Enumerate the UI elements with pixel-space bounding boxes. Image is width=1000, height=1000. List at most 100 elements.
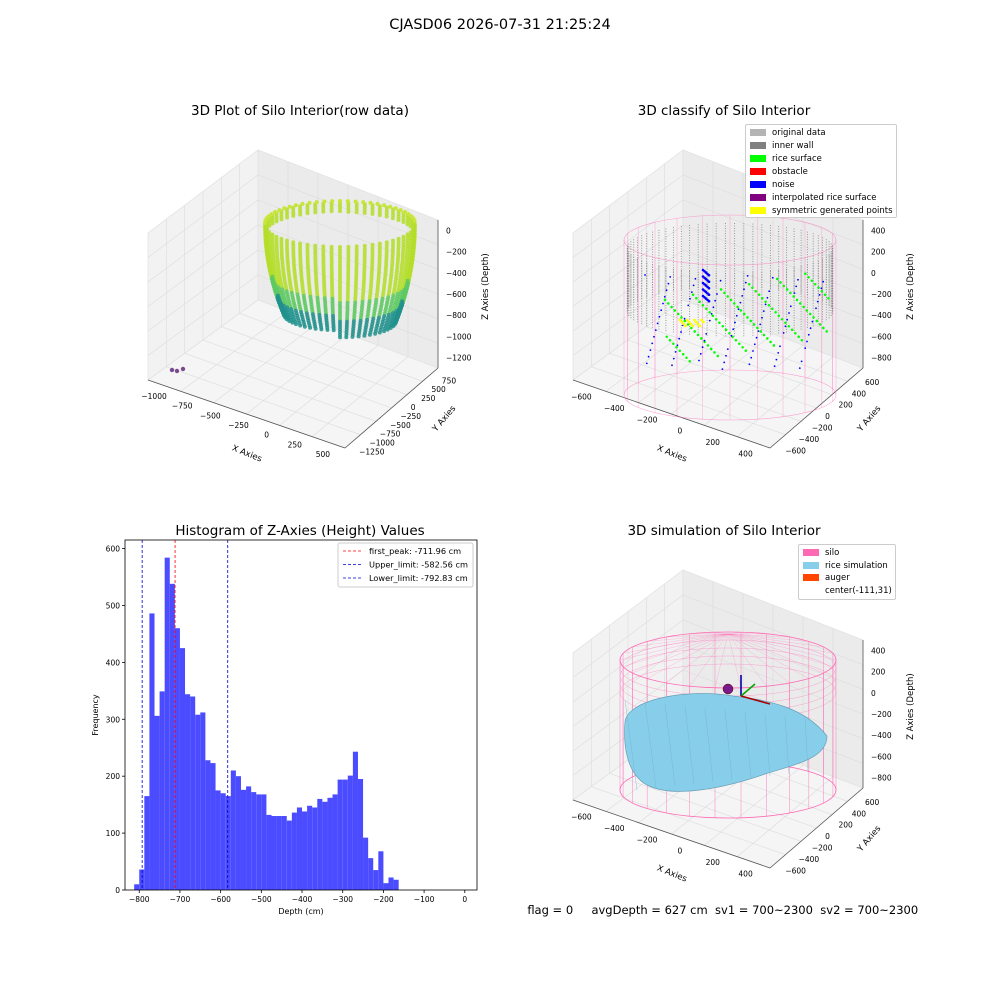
raw-point [377,250,382,255]
raw-point [401,217,406,222]
raw-point [412,229,417,234]
raw-point [384,205,389,210]
legend-swatch [750,207,766,214]
histogram-bar [210,763,216,890]
raw-point [400,299,405,304]
raw-point [370,260,375,265]
noise-point [692,284,695,287]
tick-label: −200 [871,710,892,719]
legend-item: rice surface [750,154,822,164]
legend-item: center(-111,31) [803,586,892,596]
legend-item: inner wall [750,141,813,151]
noise-point [759,323,762,326]
tick-label: −100 [414,895,435,904]
raw-point [298,212,303,217]
legend-item: original data [750,128,826,138]
raw-point [370,209,375,213]
noise-point [665,289,668,292]
raw-point [322,199,327,204]
rice-surface-point [762,333,766,337]
silo-roof-edge [727,633,833,667]
noise-point [789,305,792,308]
raw-point [282,310,287,314]
tick-label: −400 [446,269,467,278]
tick-label: 0 [871,689,876,698]
raw-point [405,249,409,254]
noise-point [701,346,704,349]
raw-point [346,279,351,283]
rice-surface-point [825,330,828,333]
raw-point [377,253,382,258]
silo-roof-edge [689,633,729,687]
raw-point [353,199,358,204]
noise-point [739,301,742,304]
rice-surface-point [741,346,744,349]
rice-surface-point [785,288,789,291]
raw-point [362,243,367,248]
raw-point [383,268,388,273]
tick-label: −500 [390,421,411,430]
raw-point [331,328,336,333]
rice-surface-point [812,316,815,319]
panel4-legend: silo rice simulation auger center(-111,31) [798,544,896,600]
raw-point [354,270,359,275]
legend-swatch [750,181,766,188]
rice-surface-point [706,344,710,347]
raw-point [411,243,416,248]
silo-roof-edge [714,632,729,635]
legend-label: rice surface [772,154,822,164]
histogram-bar [378,851,384,890]
noise-point [800,360,803,363]
tick-label: 0 [462,895,467,904]
histogram-bar [149,613,155,890]
raw-point [396,236,401,241]
tick-label: −200 [637,835,658,844]
tick-label: 100 [106,829,121,838]
rice-surface [624,693,828,792]
rice-surface-point [713,351,716,354]
legend-item: obstacle [750,167,808,177]
raw-point [390,247,395,252]
raw-point [384,208,389,213]
raw-point [282,206,287,211]
histogram-bar [205,760,211,890]
noise-point [669,276,672,278]
rice-surface-point [698,300,701,303]
raw-point [346,204,351,208]
noise-point [795,285,798,288]
histogram-bar [159,691,165,890]
histogram-bar [363,837,369,890]
histogram-bar [347,775,353,890]
x-axis-label: X Axies [655,864,688,885]
raw-point [362,333,367,338]
noise-point [690,291,693,293]
raw-point [401,237,406,242]
rice-surface-point [752,323,756,326]
histogram-bar [368,858,374,890]
raw-point [396,212,401,217]
raw-point [377,241,382,246]
histogram-bar [190,696,196,890]
raw-point [314,200,319,205]
raw-point [362,246,367,251]
noise-point [660,309,663,312]
legend-label: original data [772,128,826,138]
y-axis-label: Y Axies [855,404,883,435]
histogram-bar [134,884,140,890]
raw-point [346,264,351,269]
rice-surface-point [782,284,785,288]
histogram-bar [307,805,313,890]
legend-item: rice simulation [803,561,888,571]
noise-point [797,278,799,281]
raw-point [377,244,382,249]
tick-label: −250 [400,412,421,421]
rice-surface-point [739,309,743,312]
x-axis-label: X Axies [230,444,263,465]
raw-point [338,273,342,278]
raw-point [377,264,382,269]
raw-point [393,206,398,211]
noise-point [793,292,796,294]
legend-swatch [803,587,819,594]
rice-surface-point [690,326,693,330]
raw-point [405,222,410,227]
